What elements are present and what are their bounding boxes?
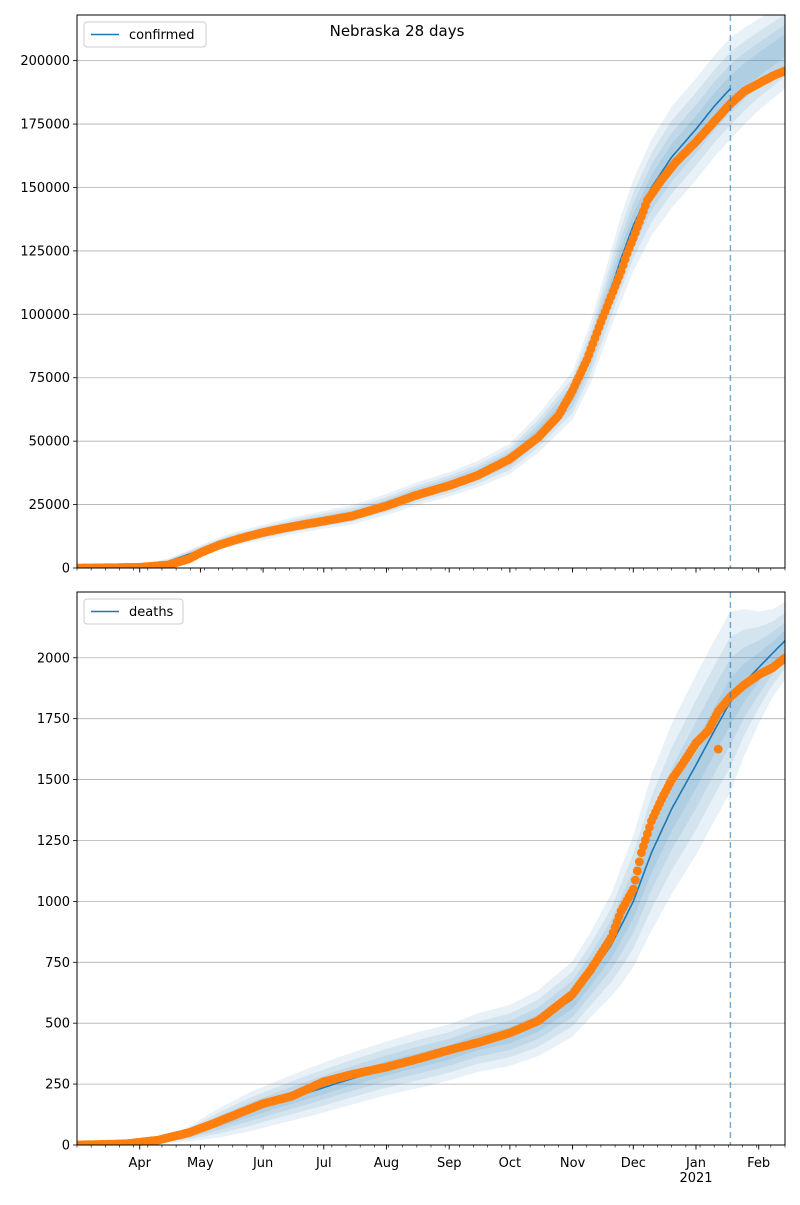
uncertainty-band-3 bbox=[77, 622, 785, 1145]
observed-point bbox=[635, 857, 644, 867]
panel-deaths: 0 250 500 750 1000 1250 1500 1750 2000 Apr May Jun J… bbox=[37, 591, 786, 1186]
legend-label: deaths bbox=[129, 605, 174, 620]
y-tick-label: 0 bbox=[62, 562, 70, 577]
uncertainty-band-2 bbox=[77, 15, 785, 568]
uncertainty-band-2 bbox=[77, 612, 785, 1145]
y-tick-label: 1000 bbox=[37, 895, 70, 910]
uncertainty-band-1 bbox=[77, 15, 785, 568]
observed-point bbox=[628, 884, 638, 894]
observed-point bbox=[713, 744, 723, 754]
y-tick-label: 125000 bbox=[20, 244, 70, 259]
x-tick-label: Feb bbox=[747, 1156, 770, 1171]
x-tick-label: Dec bbox=[621, 1156, 646, 1171]
y-tick-label: 75000 bbox=[29, 371, 70, 386]
observed-point bbox=[632, 866, 642, 876]
observed-point bbox=[780, 653, 785, 663]
y-tick-label: 150000 bbox=[20, 181, 70, 196]
y-tick-label: 1500 bbox=[37, 773, 70, 788]
y-tick-label: 2000 bbox=[37, 651, 70, 666]
x-tick-label: May bbox=[187, 1156, 214, 1171]
y-tick-label: 1750 bbox=[37, 712, 70, 727]
uncertainty-band-4 bbox=[77, 630, 785, 1145]
x-tick-label: Oct bbox=[499, 1156, 521, 1171]
legend-box bbox=[83, 598, 184, 625]
y-tick-label: 750 bbox=[45, 956, 70, 971]
y-tick-label: 1250 bbox=[37, 834, 70, 849]
x-tick-label: Aug bbox=[374, 1156, 399, 1171]
x-tick-label: Jul bbox=[315, 1156, 332, 1171]
panel-confirmed: 0 25000 50000 75000 100000 125000 150000 175000… bbox=[20, 14, 786, 577]
x-year-label: 2021 bbox=[679, 1171, 712, 1186]
y-tick-label: 175000 bbox=[20, 118, 70, 133]
plot-area bbox=[77, 601, 785, 1145]
x-tick-label: Sep bbox=[437, 1156, 462, 1171]
x-tick-label: Apr bbox=[128, 1156, 151, 1171]
x-tick-label: Jan bbox=[685, 1156, 706, 1171]
legend-box bbox=[83, 21, 207, 48]
legend-label: confirmed bbox=[129, 28, 195, 43]
y-tick-label: 25000 bbox=[29, 498, 70, 513]
legend: confirmed bbox=[83, 21, 207, 48]
x-tick-label: Nov bbox=[560, 1156, 586, 1171]
y-tick-label: 200000 bbox=[20, 54, 70, 69]
plot-area bbox=[77, 15, 785, 568]
y-tick-label: 50000 bbox=[29, 435, 70, 450]
y-tick-label: 500 bbox=[45, 1017, 70, 1032]
y-tick-label: 100000 bbox=[20, 308, 70, 323]
chart-title: Nebraska 28 days bbox=[330, 22, 465, 40]
observed-point bbox=[630, 875, 640, 885]
observed-point bbox=[780, 66, 785, 76]
y-tick-label: 250 bbox=[45, 1078, 70, 1093]
y-tick-label: 0 bbox=[62, 1139, 70, 1154]
x-tick-label: Jun bbox=[252, 1156, 273, 1171]
legend: deaths bbox=[83, 598, 184, 625]
